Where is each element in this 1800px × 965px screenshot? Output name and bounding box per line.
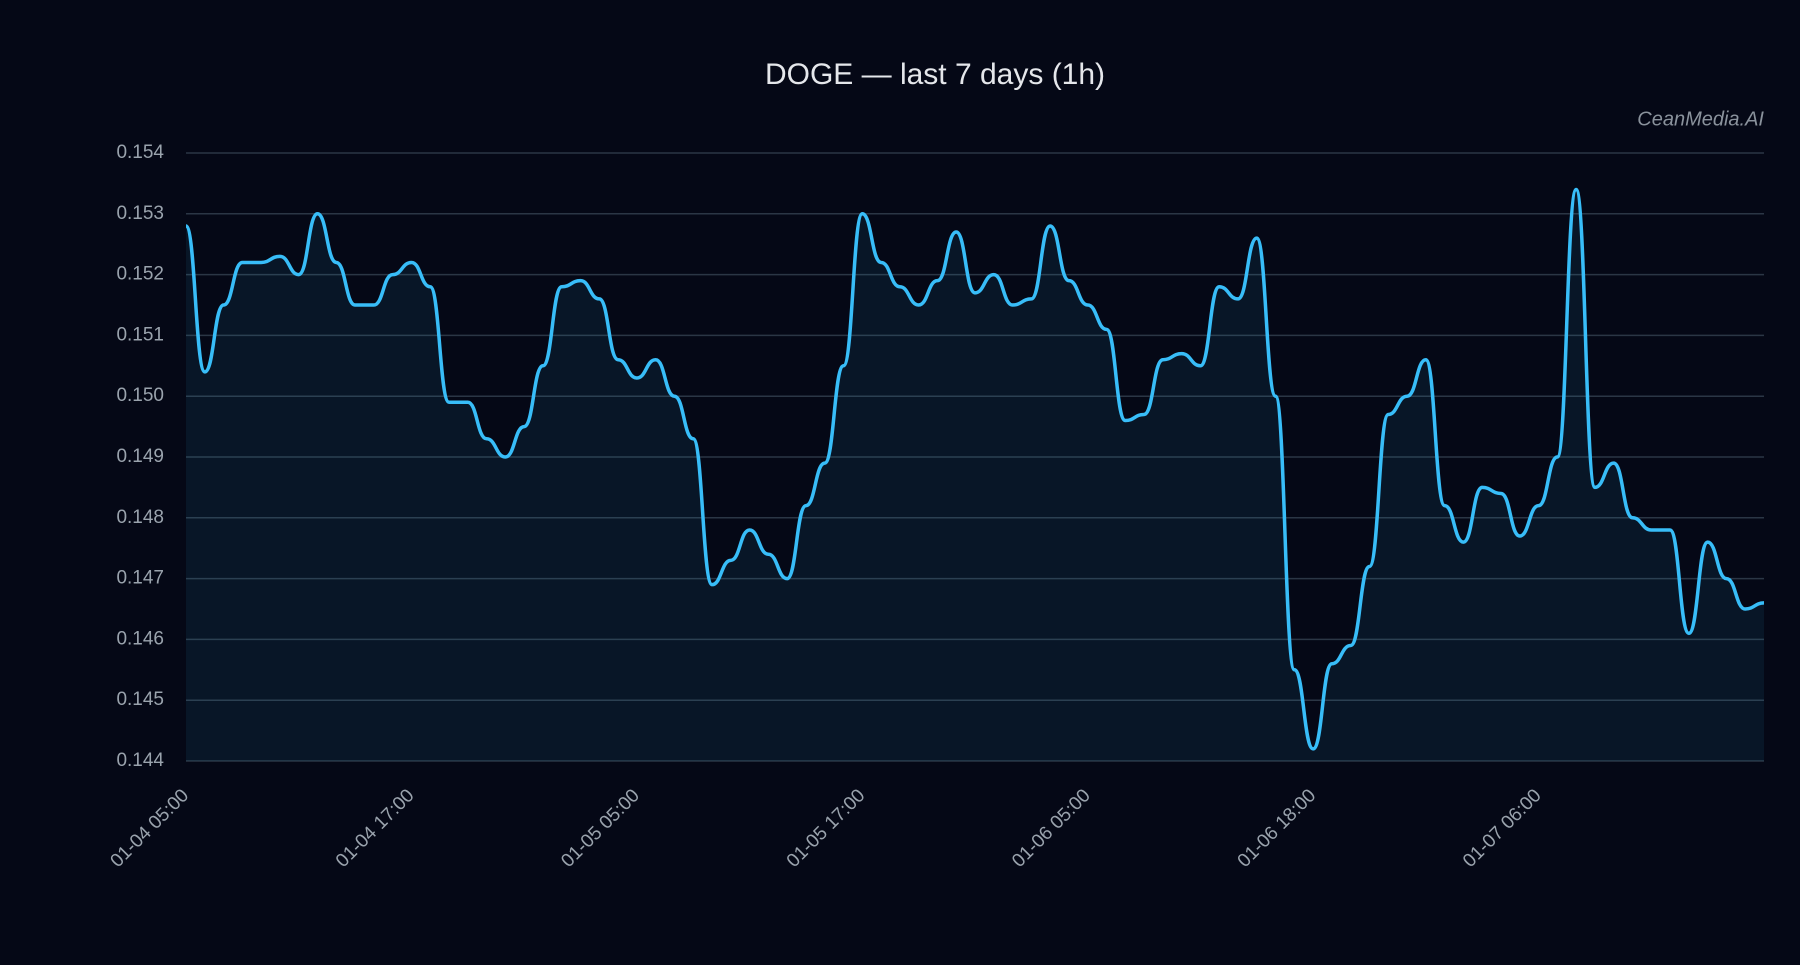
y-tick-label: 0.145 — [116, 689, 164, 710]
y-tick-label: 0.150 — [116, 385, 164, 406]
y-tick-label: 0.149 — [116, 446, 164, 467]
y-tick-label: 0.148 — [116, 507, 164, 528]
y-tick-label: 0.146 — [116, 628, 164, 649]
line — [184, 187, 1765, 751]
y-tick-label: 0.154 — [116, 142, 164, 163]
y-tick-label: 0.153 — [116, 203, 164, 224]
area — [186, 189, 1764, 762]
y-tick-label: 0.151 — [116, 324, 164, 345]
y-tick-label: 0.144 — [116, 750, 164, 771]
watermark: CeanMedia.AI — [1637, 108, 1764, 130]
y-tick-label: 0.152 — [116, 264, 164, 285]
y-tick-label: 0.147 — [116, 568, 164, 589]
chart-title: DOGE — last 7 days (1h) — [765, 58, 1105, 91]
